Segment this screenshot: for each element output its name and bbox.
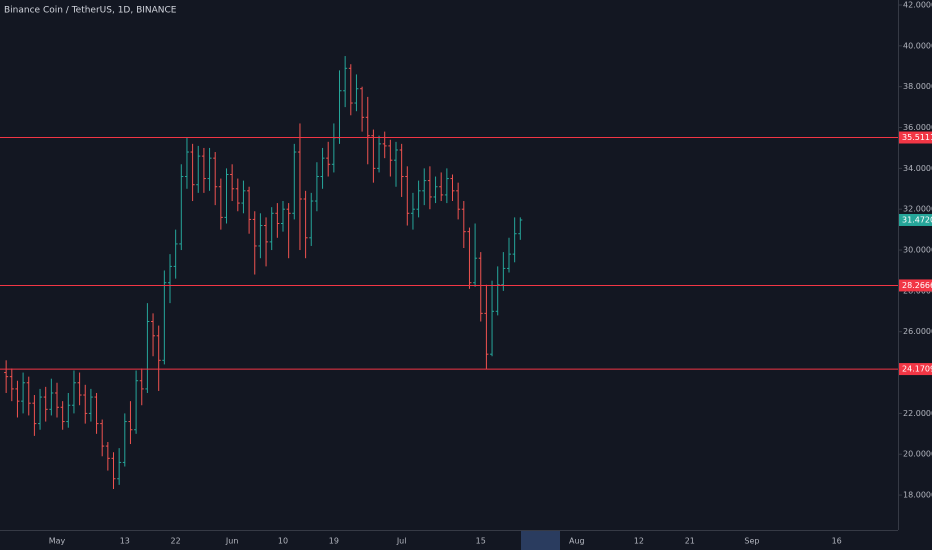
price-label: 24.1709	[902, 365, 932, 374]
y-tick-label: 38.0000	[903, 82, 932, 91]
y-tick-label: 22.0000	[903, 409, 932, 418]
y-tick-label: 26.0000	[903, 327, 932, 336]
x-tick-label: 21	[685, 537, 695, 546]
price-label-box	[899, 131, 932, 144]
y-tick-label: 40.0000	[903, 41, 932, 50]
last-price-box	[899, 213, 932, 226]
price-label: 35.5111	[902, 133, 932, 142]
y-tick-label: 32.0000	[903, 205, 932, 214]
x-tick-label: 19	[329, 537, 339, 546]
y-tick-label: 36.0000	[903, 123, 932, 132]
time-highlight	[521, 531, 560, 550]
last-price-label: 31.4720	[902, 215, 932, 224]
x-tick-label: 22	[171, 537, 181, 546]
price-label: 28.2666	[902, 281, 932, 290]
y-tick-label: 18.0000	[903, 491, 932, 500]
x-tick-label: Jul	[396, 537, 407, 546]
x-tick-label: 16	[832, 537, 842, 546]
x-tick-label: Aug	[569, 537, 585, 546]
x-tick-label: Jun	[225, 537, 239, 546]
price-label-box	[899, 279, 932, 292]
x-tick-label: 10	[278, 537, 288, 546]
y-tick-label: 34.0000	[903, 164, 932, 173]
x-tick-label: 15	[476, 537, 486, 546]
x-tick-label: 12	[634, 537, 644, 546]
x-tick-label: May	[49, 537, 66, 546]
price-label-box	[899, 363, 932, 376]
x-tick-label: Sep	[744, 537, 759, 546]
y-tick-label: 30.0000	[903, 246, 932, 255]
y-tick-label: 42.0000	[903, 1, 932, 10]
y-tick-label: 20.0000	[903, 450, 932, 459]
x-tick-label: 13	[120, 537, 130, 546]
chart-title: Binance Coin / TetherUS, 1D, BINANCE	[4, 6, 177, 16]
